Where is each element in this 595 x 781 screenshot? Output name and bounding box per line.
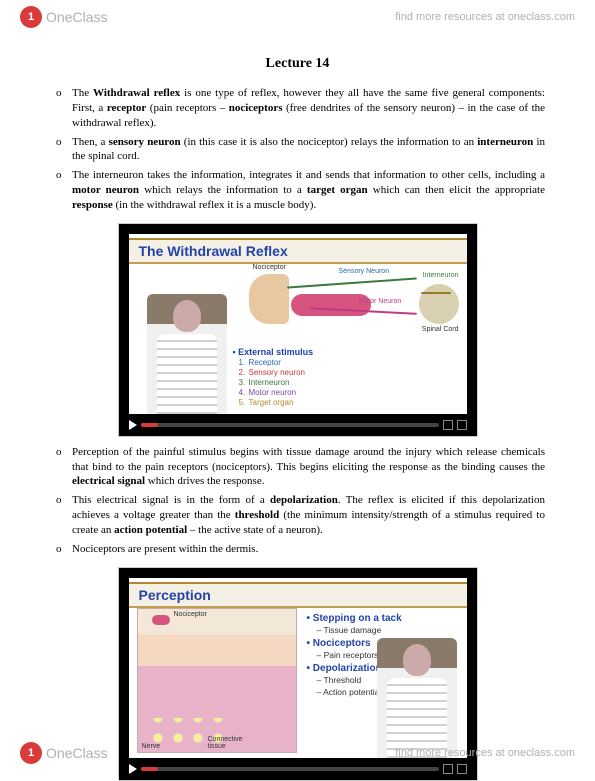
document-body: Lecture 14 The Withdrawal reflex is one … <box>0 34 595 781</box>
slide1-list-item: 5.Target organ <box>239 398 314 408</box>
footer-tagline: find more resources at oneclass.com <box>395 747 575 759</box>
slide1-list-item: 4.Motor neuron <box>239 388 314 398</box>
brand-badge-icon: 1 <box>20 742 42 764</box>
label-sensory: Sensory Neuron <box>339 268 390 275</box>
brand-logo-footer: 1 OneClass <box>20 742 107 764</box>
label-motor: Motor Neuron <box>359 298 402 305</box>
presenter-figure <box>147 294 227 414</box>
bullet-item: This electrical signal is in the form of… <box>72 493 545 538</box>
fullscreen-icon[interactable] <box>457 420 467 430</box>
slide1-numbered-list: • External stimulus 1.Receptor2.Sensory … <box>239 347 314 408</box>
spinal-cord-shape <box>419 284 459 324</box>
slide2-canvas: Perception Nociceptor Nerve Connective t… <box>129 578 467 758</box>
brand-name-footer: OneClass <box>46 745 107 761</box>
reflex-diagram: Nociceptor Sensory Neuron Interneuron Mo… <box>249 264 459 344</box>
label-nociceptor: Nociceptor <box>253 264 286 271</box>
hand-shape <box>249 274 289 324</box>
skin-diagram: Nociceptor Nerve Connective tissue <box>137 608 297 753</box>
nociceptor-shape <box>152 615 170 625</box>
slide1-list-header: External stimulus <box>238 347 313 357</box>
video-slide-1: The Withdrawal Reflex Nociceptor Sensory… <box>118 223 478 437</box>
page-header: 1 OneClass find more resources at onecla… <box>0 0 595 34</box>
volume-icon[interactable] <box>443 420 453 430</box>
bullet-item: The Withdrawal reflex is one type of ref… <box>72 86 545 131</box>
interneuron-line <box>421 292 451 294</box>
page-footer: 1 OneClass find more resources at onecla… <box>0 736 595 770</box>
brand-logo: 1 OneClass <box>20 6 107 28</box>
bullet-item: The interneuron takes the information, i… <box>72 168 545 213</box>
lecture-title: Lecture 14 <box>50 56 545 72</box>
video-controls-1[interactable] <box>129 418 467 432</box>
bullet-item: Nociceptors are present within the dermi… <box>72 542 545 557</box>
label-interneuron: Interneuron <box>423 272 459 279</box>
slide1-list-item: 3.Interneuron <box>239 378 314 388</box>
play-icon[interactable] <box>129 420 137 430</box>
brand-badge-icon: 1 <box>20 6 42 28</box>
bullet-item: Then, a sensory neuron (in this case it … <box>72 135 545 165</box>
sensory-neuron-line <box>287 277 417 288</box>
slide2-group-header: • Stepping on a tack <box>307 612 402 626</box>
slide1-canvas: The Withdrawal Reflex Nociceptor Sensory… <box>129 234 467 414</box>
slide1-list-item: 2.Sensory neuron <box>239 368 314 378</box>
bullet-list-top: The Withdrawal reflex is one type of ref… <box>50 86 545 213</box>
brand-name: OneClass <box>46 9 107 25</box>
label-cord: Spinal Cord <box>422 326 459 333</box>
slide2-group-sub: Tissue damage <box>317 625 402 636</box>
d2-label-nociceptor: Nociceptor <box>174 611 207 618</box>
bullet-list-mid: Perception of the painful stimulus begin… <box>50 445 545 557</box>
slide1-list-item: 1.Receptor <box>239 358 314 368</box>
slide2-title: Perception <box>129 582 467 608</box>
bullet-item: Perception of the painful stimulus begin… <box>72 445 545 490</box>
slide1-title: The Withdrawal Reflex <box>129 238 467 264</box>
header-tagline: find more resources at oneclass.com <box>395 11 575 23</box>
progress-bar[interactable] <box>141 423 439 427</box>
